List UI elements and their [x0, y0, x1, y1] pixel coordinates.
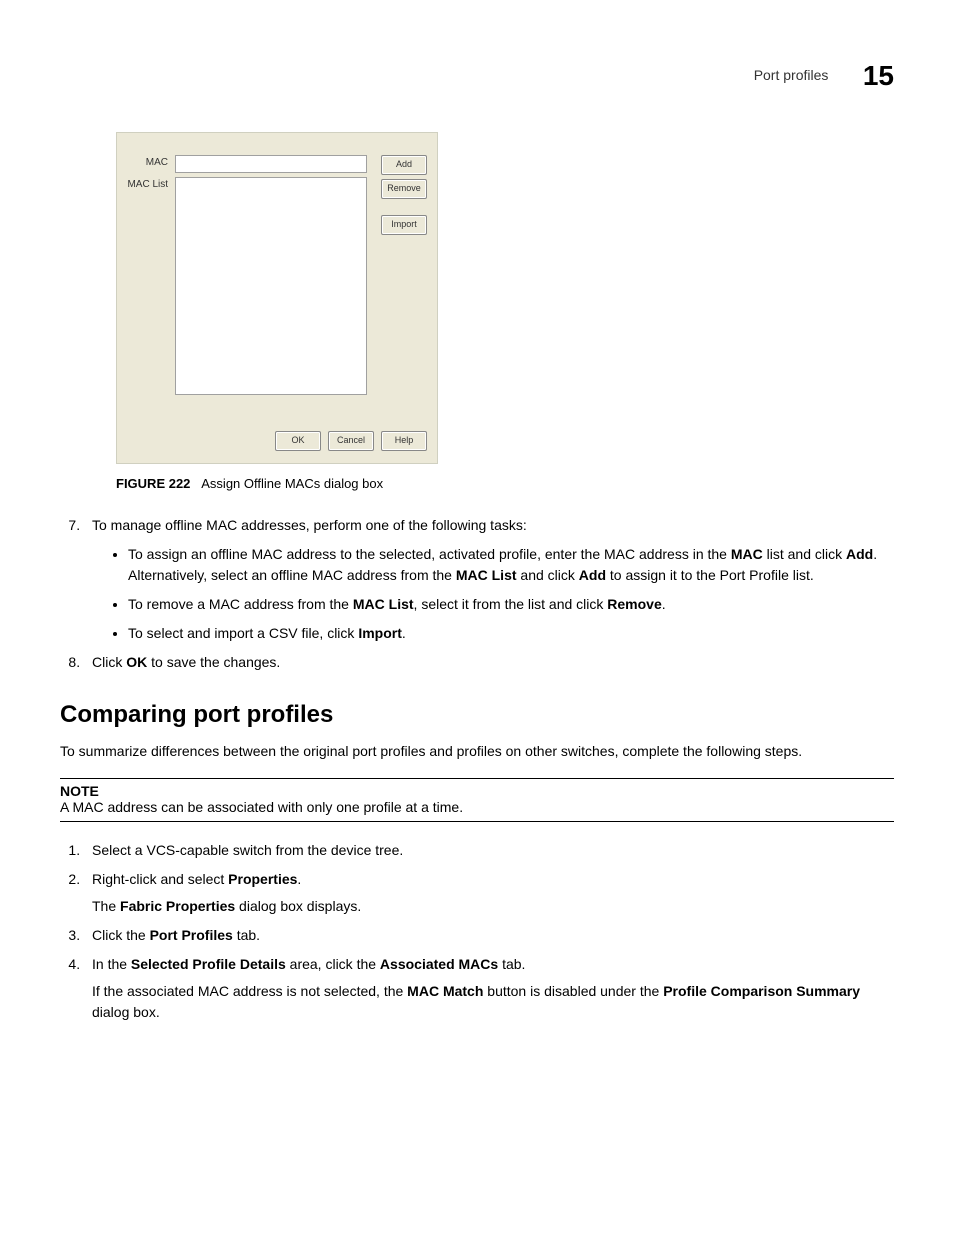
bullet-remove: To remove a MAC address from the MAC Lis…: [128, 594, 894, 615]
mac-list-label: MAC List: [123, 179, 168, 190]
bullet-import: To select and import a CSV file, click I…: [128, 623, 894, 644]
mac-list-box[interactable]: [175, 177, 367, 395]
section-heading: Comparing port profiles: [60, 701, 894, 729]
ok-button[interactable]: OK: [275, 431, 321, 451]
step-8: Click OK to save the changes.: [84, 652, 894, 673]
steps-list-7-8: To manage offline MAC addresses, perform…: [60, 515, 894, 673]
note-text: A MAC address can be associated with onl…: [60, 799, 894, 815]
mac-input[interactable]: [175, 155, 367, 173]
step-2: Right-click and select Properties. The F…: [84, 869, 894, 917]
bullet-assign: To assign an offline MAC address to the …: [128, 544, 894, 586]
mac-label: MAC: [123, 157, 168, 168]
cancel-button[interactable]: Cancel: [328, 431, 374, 451]
assign-offline-macs-dialog: MAC Add MAC List Remove Import OK Cancel…: [116, 132, 438, 464]
step-7-bullets: To assign an offline MAC address to the …: [92, 544, 894, 644]
import-button[interactable]: Import: [381, 215, 427, 235]
figure-caption-text: Assign Offline MACs dialog box: [201, 476, 383, 491]
step-3: Click the Port Profiles tab.: [84, 925, 894, 946]
remove-button[interactable]: Remove: [381, 179, 427, 199]
intro-paragraph: To summarize differences between the ori…: [60, 741, 894, 762]
header-section-title: Port profiles: [754, 67, 829, 83]
steps-list-1-4: Select a VCS-capable switch from the dev…: [60, 840, 894, 1023]
add-button[interactable]: Add: [381, 155, 427, 175]
step-7-intro: To manage offline MAC addresses, perform…: [92, 517, 527, 533]
page-header: Port profiles 15: [60, 60, 894, 92]
figure-label: FIGURE 222: [116, 476, 190, 491]
step-1: Select a VCS-capable switch from the dev…: [84, 840, 894, 861]
step-4-result: If the associated MAC address is not sel…: [92, 981, 894, 1023]
step-2-result: The Fabric Properties dialog box display…: [92, 896, 894, 917]
help-button[interactable]: Help: [381, 431, 427, 451]
chapter-number: 15: [863, 60, 894, 91]
note-label: NOTE: [60, 783, 894, 799]
step-4: In the Selected Profile Details area, cl…: [84, 954, 894, 1023]
figure-caption: FIGURE 222 Assign Offline MACs dialog bo…: [116, 476, 894, 491]
step-7: To manage offline MAC addresses, perform…: [84, 515, 894, 644]
figure-image-wrapper: MAC Add MAC List Remove Import OK Cancel…: [116, 132, 894, 464]
note-block: NOTE A MAC address can be associated wit…: [60, 778, 894, 822]
page-content: Port profiles 15 MAC Add MAC List Remove…: [0, 0, 954, 1127]
